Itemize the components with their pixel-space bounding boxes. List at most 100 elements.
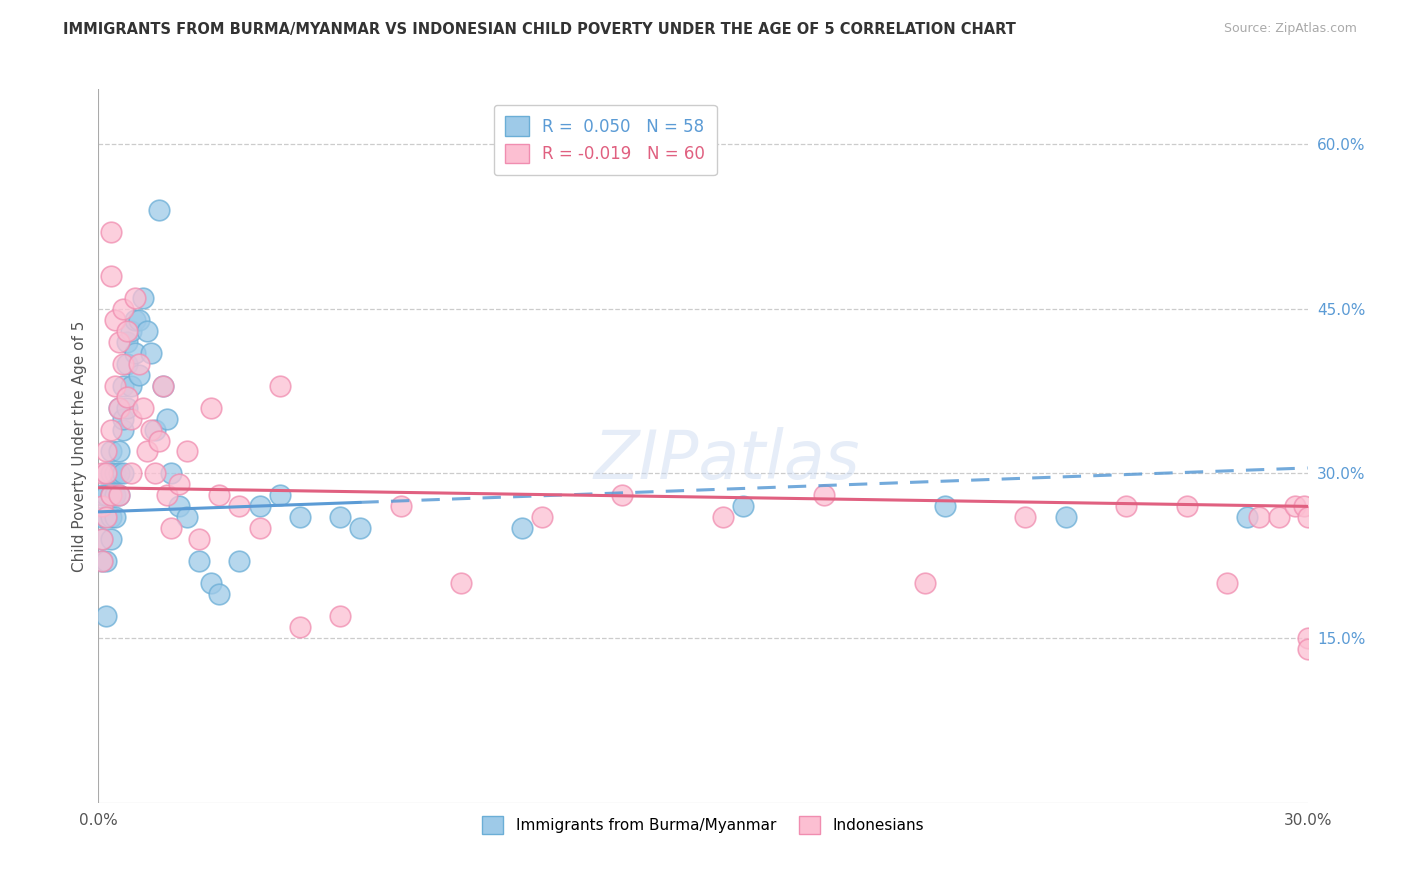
Point bbox=[115, 334, 138, 349]
Point bbox=[91, 533, 114, 547]
Point bbox=[1296, 510, 1319, 524]
Point bbox=[1268, 510, 1291, 524]
Point bbox=[208, 587, 231, 601]
Point bbox=[128, 357, 150, 371]
Point bbox=[96, 510, 118, 524]
Point bbox=[200, 401, 222, 415]
Point bbox=[139, 423, 162, 437]
Point bbox=[100, 467, 122, 481]
Point bbox=[349, 521, 371, 535]
Point bbox=[1292, 500, 1315, 514]
Point bbox=[612, 488, 634, 502]
Point bbox=[152, 378, 174, 392]
Point bbox=[96, 488, 118, 502]
Point bbox=[1249, 510, 1271, 524]
Point bbox=[132, 401, 155, 415]
Point bbox=[510, 521, 533, 535]
Point bbox=[813, 488, 835, 502]
Point bbox=[111, 301, 134, 316]
Point bbox=[107, 334, 129, 349]
Text: Source: ZipAtlas.com: Source: ZipAtlas.com bbox=[1223, 22, 1357, 36]
Point bbox=[120, 467, 142, 481]
Point bbox=[96, 510, 118, 524]
Point bbox=[96, 467, 118, 481]
Point bbox=[200, 576, 222, 591]
Point bbox=[1014, 510, 1036, 524]
Point bbox=[107, 488, 129, 502]
Point bbox=[1115, 500, 1137, 514]
Text: IMMIGRANTS FROM BURMA/MYANMAR VS INDONESIAN CHILD POVERTY UNDER THE AGE OF 5 COR: IMMIGRANTS FROM BURMA/MYANMAR VS INDONES… bbox=[63, 22, 1017, 37]
Point bbox=[139, 345, 162, 359]
Point bbox=[135, 444, 157, 458]
Point bbox=[100, 533, 122, 547]
Point bbox=[176, 510, 198, 524]
Point bbox=[733, 500, 755, 514]
Point bbox=[228, 554, 250, 568]
Point bbox=[249, 500, 271, 514]
Point bbox=[107, 488, 129, 502]
Point bbox=[100, 444, 122, 458]
Point bbox=[107, 401, 129, 415]
Point bbox=[156, 488, 179, 502]
Point bbox=[103, 467, 125, 481]
Point bbox=[100, 488, 122, 502]
Point bbox=[107, 467, 129, 481]
Point bbox=[156, 411, 179, 425]
Point bbox=[111, 423, 134, 437]
Point bbox=[111, 411, 134, 425]
Point bbox=[115, 324, 138, 338]
Point bbox=[120, 411, 142, 425]
Point bbox=[1296, 631, 1319, 645]
Point bbox=[1054, 510, 1077, 524]
Point bbox=[288, 510, 311, 524]
Point bbox=[269, 378, 291, 392]
Text: ZIPatlas: ZIPatlas bbox=[593, 427, 860, 493]
Point bbox=[111, 378, 134, 392]
Point bbox=[160, 467, 183, 481]
Point bbox=[1296, 642, 1319, 657]
Point bbox=[96, 554, 118, 568]
Point bbox=[148, 202, 170, 217]
Point bbox=[91, 533, 114, 547]
Point bbox=[103, 488, 125, 502]
Point bbox=[135, 324, 157, 338]
Point bbox=[91, 488, 114, 502]
Point bbox=[188, 533, 211, 547]
Point bbox=[389, 500, 412, 514]
Point bbox=[124, 291, 146, 305]
Point bbox=[1216, 576, 1239, 591]
Point bbox=[96, 609, 118, 624]
Point bbox=[107, 401, 129, 415]
Point bbox=[167, 500, 190, 514]
Point bbox=[124, 312, 146, 326]
Point bbox=[100, 423, 122, 437]
Point bbox=[128, 368, 150, 382]
Point bbox=[143, 423, 166, 437]
Point bbox=[934, 500, 956, 514]
Point bbox=[914, 576, 936, 591]
Point bbox=[160, 521, 183, 535]
Point bbox=[120, 378, 142, 392]
Point bbox=[100, 488, 122, 502]
Point bbox=[91, 467, 114, 481]
Point bbox=[1175, 500, 1198, 514]
Point bbox=[143, 467, 166, 481]
Point bbox=[249, 521, 271, 535]
Point bbox=[91, 510, 114, 524]
Point bbox=[152, 378, 174, 392]
Point bbox=[115, 401, 138, 415]
Legend: Immigrants from Burma/Myanmar, Indonesians: Immigrants from Burma/Myanmar, Indonesia… bbox=[474, 809, 932, 841]
Point bbox=[103, 510, 125, 524]
Point bbox=[269, 488, 291, 502]
Point bbox=[100, 268, 122, 283]
Point bbox=[96, 467, 118, 481]
Point bbox=[100, 225, 122, 239]
Point bbox=[91, 554, 114, 568]
Point bbox=[1284, 500, 1306, 514]
Point bbox=[115, 390, 138, 404]
Point bbox=[91, 554, 114, 568]
Point bbox=[115, 357, 138, 371]
Point bbox=[228, 500, 250, 514]
Point bbox=[96, 444, 118, 458]
Point bbox=[288, 620, 311, 634]
